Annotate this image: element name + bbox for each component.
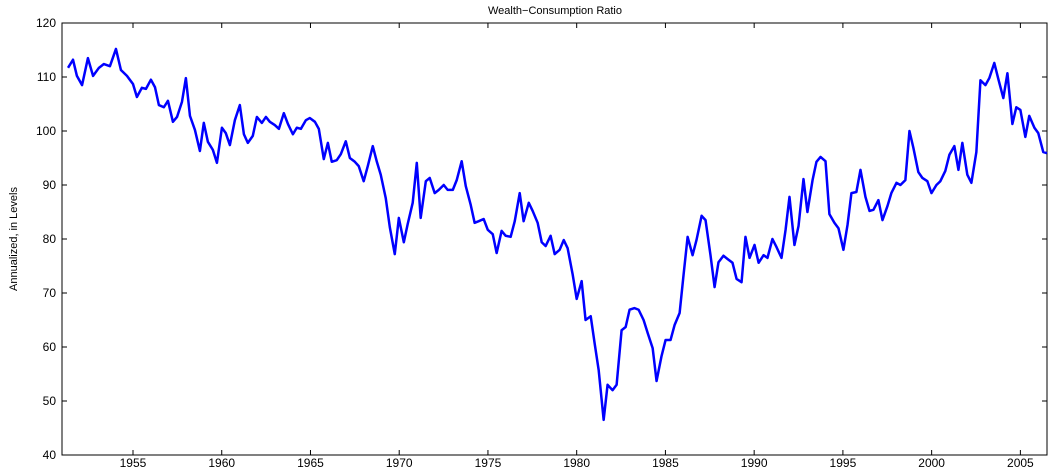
x-tick-label: 1985 — [652, 456, 679, 470]
y-axis-label: Annualized, in Levels — [8, 187, 20, 291]
y-tick-label: 100 — [36, 124, 56, 138]
x-tick-label: 1965 — [297, 456, 324, 470]
y-tick-label: 40 — [43, 448, 57, 462]
y-tick-label: 120 — [36, 16, 56, 30]
x-tick-label: 1975 — [475, 456, 502, 470]
x-tick-label: 2005 — [1007, 456, 1034, 470]
y-tick-label: 60 — [43, 340, 57, 354]
y-tick-label: 110 — [37, 70, 56, 84]
y-tick-label: 70 — [43, 286, 57, 300]
data-line — [66, 47, 1048, 422]
x-tick-label: 1980 — [563, 456, 590, 470]
chart-title: Wealth−Consumption Ratio — [488, 5, 622, 17]
x-tick-label: 1960 — [208, 456, 235, 470]
x-tick-label: 2000 — [918, 456, 945, 470]
y-tick-label: 50 — [43, 394, 57, 408]
x-tick-label: 1995 — [830, 456, 857, 470]
y-tick-label: 80 — [43, 232, 57, 246]
x-tick-label: 1970 — [386, 456, 413, 470]
plot-frame — [61, 22, 1048, 456]
x-tick-label: 1990 — [741, 456, 768, 470]
x-tick-label: 1955 — [120, 456, 147, 470]
y-tick-label: 90 — [43, 178, 57, 192]
